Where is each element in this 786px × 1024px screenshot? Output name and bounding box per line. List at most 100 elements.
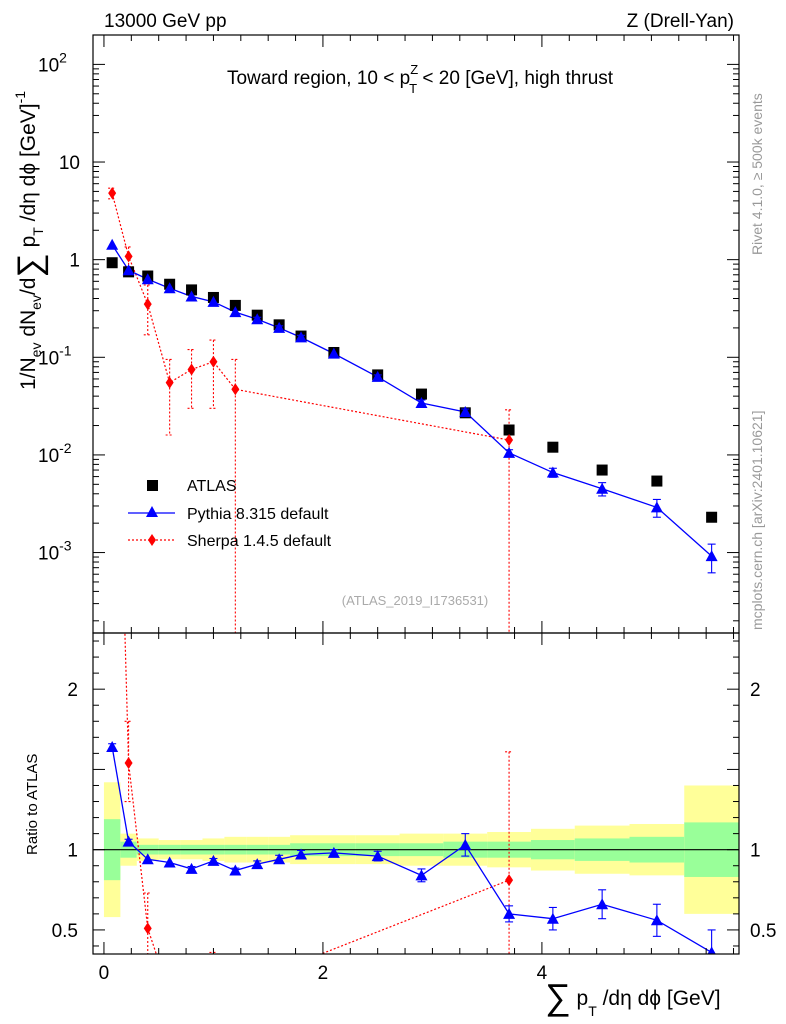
pythia-point-17 bbox=[650, 501, 663, 513]
pythia-ratio-point-18 bbox=[707, 946, 716, 954]
pythia-ratio-point-12 bbox=[415, 869, 428, 881]
header-right: Z (Drell-Yan) bbox=[627, 11, 734, 32]
top-ytick-label-0: 10-3 bbox=[38, 538, 72, 565]
pythia-point-7 bbox=[251, 313, 264, 325]
pythia-point-10 bbox=[327, 347, 340, 359]
pythia-ratio-point-8 bbox=[273, 853, 286, 865]
title-superscript: Z bbox=[410, 62, 418, 77]
legend-marker-pythia bbox=[146, 506, 158, 517]
pythia-point-16 bbox=[596, 482, 609, 494]
pythia-point-5 bbox=[207, 295, 220, 307]
top-series-layer bbox=[106, 187, 718, 633]
sherpa-ratio-point-3 bbox=[166, 988, 174, 1000]
pythia-ratio-point-5 bbox=[207, 854, 220, 866]
sherpa-point-4 bbox=[187, 363, 196, 376]
sherpa-point-6 bbox=[231, 383, 240, 396]
side-label-rivet: Rivet 4.1.0, ≥ 500k events bbox=[749, 93, 765, 255]
atlas-point-6 bbox=[229, 299, 241, 311]
sherpa-point-0 bbox=[108, 187, 117, 200]
top-axes: 10-3 10-2 10-1 1 10 102 bbox=[38, 34, 739, 633]
sherpa-ratio-point-6 bbox=[231, 982, 239, 994]
title-main: Toward region, 10 < p bbox=[227, 68, 410, 89]
ratio-axes: 0.5 0.5 1 1 2 2 0 2 4 bbox=[52, 633, 776, 984]
top-ytick-label-1: 10-2 bbox=[38, 440, 72, 467]
sherpa-ratio-point-7 bbox=[505, 874, 514, 887]
legend: ATLAS Pythia 8.315 default Sherpa 1.4.5 … bbox=[128, 478, 332, 550]
atlas-point-18 bbox=[706, 511, 718, 523]
top-ytick-label-4: 10 bbox=[59, 153, 80, 174]
ratio-ytick-label-r-2: 2 bbox=[750, 680, 761, 701]
pythia-point-0 bbox=[106, 238, 119, 250]
header-left: 13000 GeV pp bbox=[104, 11, 227, 32]
ratio-ytick-label-l-1: 1 bbox=[67, 841, 78, 862]
pythia-point-18 bbox=[705, 550, 718, 562]
atlas-point-12 bbox=[415, 388, 427, 400]
legend-label-pythia: Pythia 8.315 default bbox=[187, 506, 329, 523]
sherpa-point-7 bbox=[505, 434, 514, 447]
sherpa-ratio-point-5 bbox=[209, 969, 217, 981]
pythia-ratio-point-7 bbox=[251, 858, 264, 870]
pythia-ratio-point-10 bbox=[327, 846, 340, 858]
top-y-axis-label: 1/Nev dNev/d∑ pT /dη dϕ [GeV]-1 bbox=[11, 91, 49, 390]
pythia-point-15 bbox=[546, 466, 559, 478]
ratio-ytick-label-l-0: 0.5 bbox=[52, 921, 78, 942]
side-label-mcplots: mcplots.cern.ch [arXiv:2401.10621] bbox=[749, 411, 765, 630]
sherpa-ratio-point-4 bbox=[188, 980, 196, 992]
legend-label-atlas: ATLAS bbox=[187, 478, 237, 495]
atlas-point-4 bbox=[186, 284, 198, 296]
pythia-point-9 bbox=[295, 331, 308, 343]
pythia-point-6 bbox=[229, 306, 242, 318]
ratio-ytick-label-r-1: 1 bbox=[750, 841, 761, 862]
pythia-ratio-point-13 bbox=[459, 838, 472, 850]
pythia-ratio-point-9 bbox=[295, 848, 308, 860]
pythia-point-3 bbox=[163, 282, 176, 294]
sherpa-ratio-point-0 bbox=[108, 176, 116, 188]
pythia-ratio-point-3 bbox=[163, 856, 176, 868]
title-rest: < 20 [GeV], high thrust bbox=[417, 68, 614, 89]
x-axis-label: ∑ pT /dη dϕ [GeV] bbox=[545, 976, 721, 1019]
pythia-point-12 bbox=[415, 397, 428, 409]
pythia-ratio-point-14 bbox=[503, 907, 516, 919]
xtick-label-2: 4 bbox=[537, 963, 548, 984]
pythia-ratio-point-4 bbox=[185, 862, 198, 874]
top-ytick-label-3: 1 bbox=[69, 251, 80, 272]
pythia-ratio-point-16 bbox=[596, 898, 609, 910]
pythia-point-14 bbox=[503, 446, 516, 458]
xtick-label-1: 2 bbox=[318, 963, 329, 984]
sherpa-ratio-point-1 bbox=[124, 757, 133, 770]
ratio-y-axis-label: Ratio to ATLAS bbox=[24, 754, 41, 855]
sherpa-ratio-line bbox=[124, 633, 510, 954]
sherpa-point-2 bbox=[143, 298, 152, 311]
ratio-ytick-label-l-2: 2 bbox=[67, 680, 78, 701]
ratio-series-layer bbox=[106, 176, 716, 1000]
top-ytick-label-5: 102 bbox=[38, 49, 67, 76]
ratio-ytick-label-r-0: 0.5 bbox=[750, 921, 776, 942]
pythia-point-4 bbox=[185, 290, 198, 302]
sherpa-line bbox=[111, 192, 510, 441]
atlas-point-16 bbox=[596, 464, 608, 476]
title-subscript: T bbox=[409, 81, 417, 96]
atlas-point-14 bbox=[503, 424, 515, 436]
pythia-ratio-point-0 bbox=[106, 740, 119, 752]
sherpa-point-1 bbox=[124, 250, 133, 263]
atlas-point-15 bbox=[547, 441, 559, 453]
pythia-point-11 bbox=[371, 370, 384, 382]
legend-label-sherpa: Sherpa 1.4.5 default bbox=[187, 533, 332, 550]
analysis-watermark: (ATLAS_2019_I1736531) bbox=[342, 593, 488, 608]
pythia-ratio-point-11 bbox=[371, 850, 384, 862]
pythia-ratio-point-17 bbox=[650, 914, 663, 926]
plot-title: Toward region, 10 < pZ T < 20 [GeV], high… bbox=[227, 62, 614, 96]
atlas-point-0 bbox=[106, 257, 118, 269]
pythia-ratio-point-1 bbox=[122, 835, 135, 847]
legend-marker-atlas bbox=[147, 480, 158, 491]
pythia-point-13 bbox=[459, 406, 472, 418]
pythia-ratio-point-15 bbox=[546, 912, 559, 924]
pythia-point-8 bbox=[273, 321, 286, 333]
pythia-ratio-point-6 bbox=[229, 864, 242, 876]
top-ytick-label-2: 10-1 bbox=[38, 342, 72, 369]
xtick-label-0: 0 bbox=[99, 963, 110, 984]
atlas-point-17 bbox=[651, 475, 663, 487]
pythia-point-1 bbox=[122, 264, 135, 276]
sherpa-ratio-point-2 bbox=[143, 922, 152, 935]
